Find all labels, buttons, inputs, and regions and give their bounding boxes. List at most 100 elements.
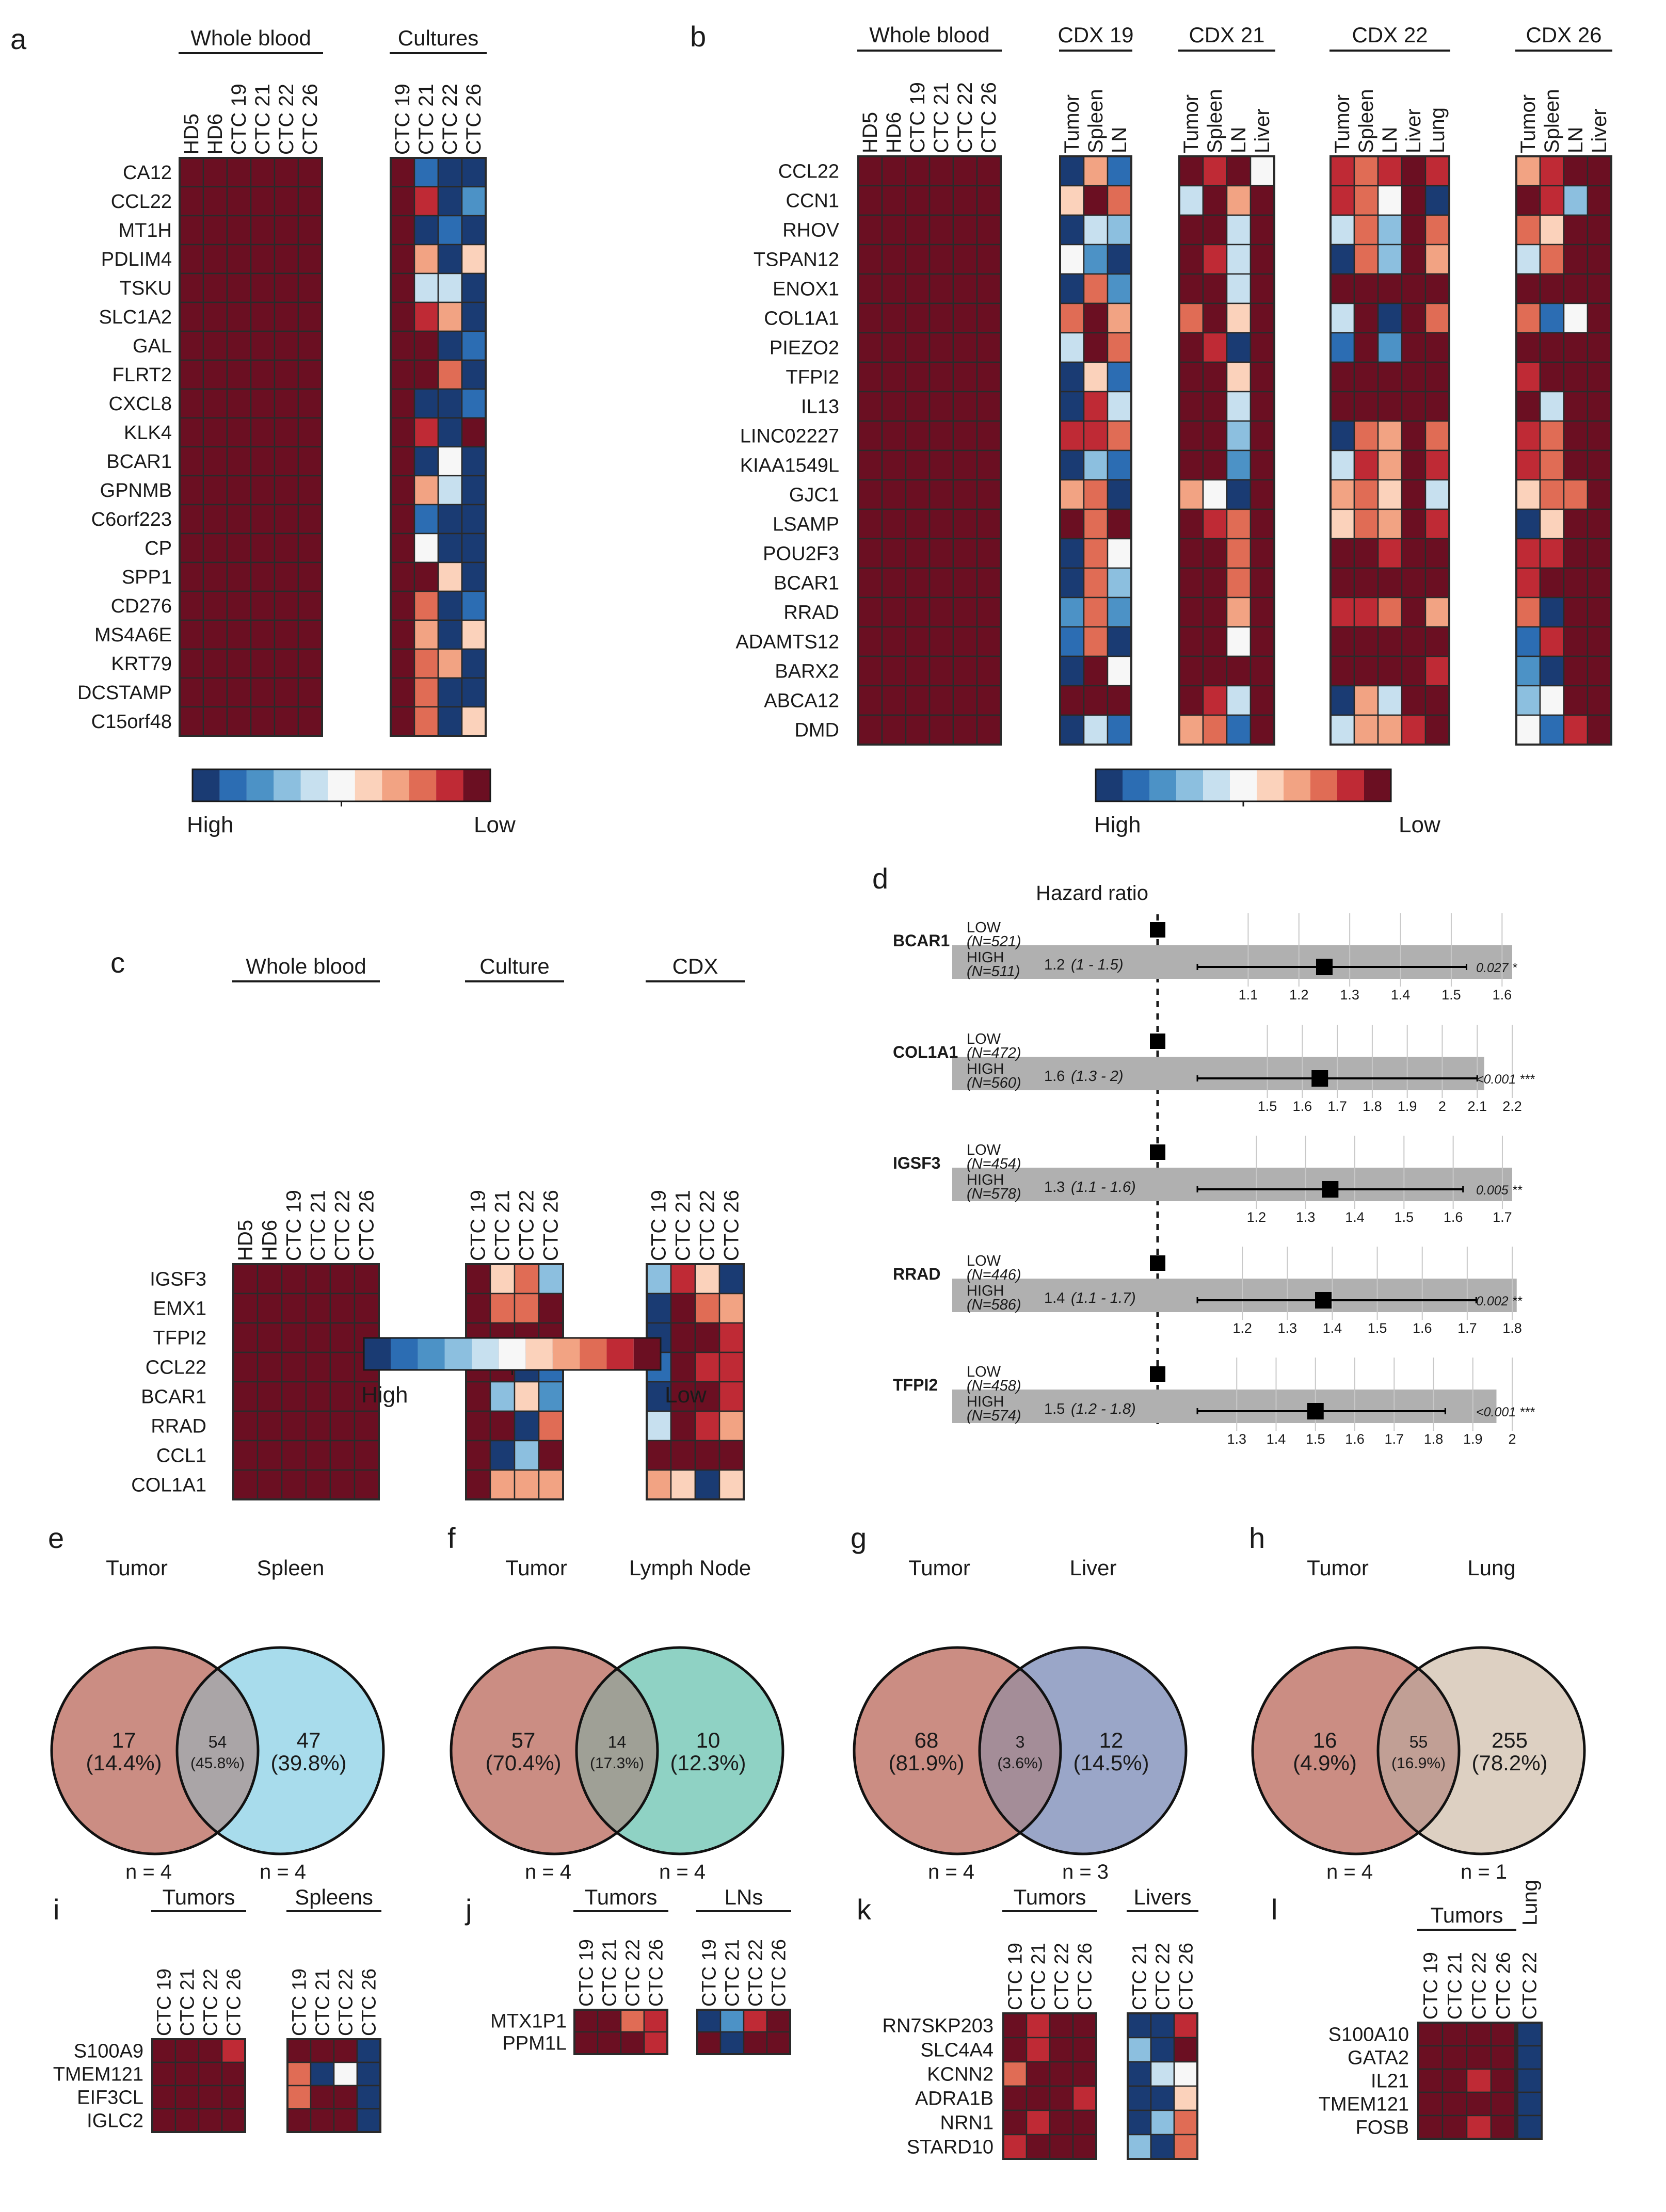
- high-label: HIGH: [967, 1283, 1004, 1299]
- heatmap-cell: [857, 596, 883, 628]
- reference-square: [1150, 1034, 1165, 1049]
- heatmap-cell: [514, 1263, 540, 1295]
- legend-swatch: [382, 769, 409, 801]
- heatmap-cell: [1401, 626, 1427, 657]
- column-label: CTC 22: [745, 1939, 767, 2007]
- heatmap-cell: [1202, 332, 1228, 363]
- forest-row-tfpi2: 1.3 1.4 1.5 1.6 1.7 1.8 1.9 2 TFPI2 LOW(N=458)HIG…: [893, 1358, 1535, 1447]
- column-label: Tumor: [1517, 94, 1540, 153]
- legend-swatch: [1284, 769, 1310, 801]
- heatmap-cell: [413, 215, 439, 246]
- heatmap-cell: [1353, 655, 1379, 687]
- heatmap-cell: [1083, 302, 1109, 334]
- heatmap-cell: [1107, 685, 1132, 716]
- heatmap-cell: [952, 508, 978, 540]
- heatmap-cell: [928, 449, 954, 481]
- row-label: BCAR1: [774, 573, 839, 594]
- heatmap-cell: [881, 655, 907, 687]
- heatmap-cell: [297, 648, 323, 679]
- heatmap-cell: [1329, 361, 1355, 393]
- column-label: Tumor: [1331, 94, 1354, 153]
- heatmap-cell: [1377, 185, 1403, 216]
- reference-square: [1150, 922, 1165, 938]
- column-label: HD6: [259, 1220, 281, 1261]
- heatmap-cell: [1424, 596, 1450, 628]
- heatmap-cell: [1202, 302, 1228, 334]
- heatmap-cell: [1424, 655, 1450, 687]
- row-label: CCL22: [778, 161, 839, 183]
- gene-label: COL1A1: [893, 1043, 958, 1061]
- set-label-left: Tumor: [1307, 1556, 1369, 1580]
- heatmap-cell: [1377, 273, 1403, 304]
- heatmap-cell: [1226, 214, 1252, 246]
- heatmap-cell: [1329, 420, 1355, 451]
- heatmap-cell: [1226, 185, 1252, 216]
- column-label: CTC 21: [251, 84, 274, 155]
- heatmap-cell: [250, 504, 276, 535]
- legend-swatch: [193, 769, 220, 801]
- heatmap-cell: [202, 186, 228, 217]
- heatmap-cell: [905, 479, 931, 510]
- heatmap-cell: [1515, 449, 1541, 481]
- axis-tick-label: 1.6: [1413, 1320, 1432, 1336]
- heatmap-cell: [1401, 508, 1427, 540]
- heatmap-cell: [857, 685, 883, 716]
- legend-swatch: [274, 769, 301, 801]
- venn-outline-right: [575, 1646, 784, 1855]
- heatmap-cell: [1083, 685, 1109, 716]
- heatmap-cell: [696, 2031, 722, 2055]
- heatmap-cell: [274, 359, 299, 390]
- heatmap-cell: [1539, 508, 1565, 540]
- heatmap-cell: [1107, 449, 1132, 481]
- group-label-k-1: Livers: [1133, 1885, 1191, 1909]
- heatmap-cell: [1150, 2061, 1175, 2087]
- heatmap-cell: [274, 157, 299, 188]
- overlap-pct: (45.8%): [190, 1755, 245, 1772]
- heatmap-cell: [881, 302, 907, 334]
- column-label: CTC 22: [200, 1968, 222, 2036]
- heatmap-cell: [1539, 391, 1565, 422]
- heatmap-block-border: [1178, 155, 1275, 746]
- column-label: Liver: [1251, 108, 1274, 153]
- ci-label: (1.1 - 1.6): [1071, 1179, 1136, 1196]
- heatmap-cell: [1178, 596, 1204, 628]
- heatmap-cell: [1107, 273, 1132, 304]
- heatmap-cell: [905, 714, 931, 746]
- heatmap-cell: [461, 677, 487, 708]
- heatmap-block-border: [465, 1263, 564, 1500]
- heatmap-cell: [274, 677, 299, 708]
- heatmap-block-border: [1417, 2022, 1516, 2140]
- heatmap-cell: [976, 626, 1002, 657]
- heatmap-cell: [1329, 185, 1355, 216]
- row-label: TSPAN12: [754, 249, 839, 271]
- heatmap-cell: [1083, 420, 1109, 451]
- heatmap-cell: [226, 330, 252, 361]
- heatmap-cell: [297, 561, 323, 592]
- heatmap-cell: [719, 2009, 745, 2033]
- heatmap-block-border: [646, 1263, 745, 1500]
- heatmap-cell: [1401, 332, 1427, 363]
- heatmap-cell: [1515, 361, 1541, 393]
- column-label: CTC 19: [648, 1190, 670, 1261]
- heatmap-cell: [1563, 155, 1589, 187]
- heatmap-cell: [281, 1351, 307, 1383]
- heatmap-cell: [670, 1263, 696, 1295]
- heatmap-cell: [297, 215, 323, 246]
- venn-overlap-shade: [451, 1648, 658, 1854]
- heatmap-cell: [465, 1381, 491, 1412]
- heatmap-cell: [976, 214, 1002, 246]
- heatmap-cell: [226, 157, 252, 188]
- heatmap-cell: [1107, 391, 1132, 422]
- heatmap-cell: [257, 1351, 283, 1383]
- heatmap-cell: [1401, 185, 1427, 216]
- column-group-i-0: Tumors CTC 19 CTC 21 CTC 22 CTC 26: [151, 1885, 246, 2133]
- heatmap-cell: [461, 619, 487, 650]
- legend-low-label: Low: [665, 1382, 707, 1408]
- axis-tick-label: 1.7: [1327, 1099, 1347, 1114]
- low-n-label: (N=446): [967, 1267, 1021, 1283]
- heatmap-cell: [274, 590, 299, 621]
- low-n-label: (N=521): [967, 933, 1021, 950]
- legend-swatch: [580, 1338, 607, 1370]
- heatmap-cell: [1250, 273, 1275, 304]
- heatmap-cell: [257, 1440, 283, 1471]
